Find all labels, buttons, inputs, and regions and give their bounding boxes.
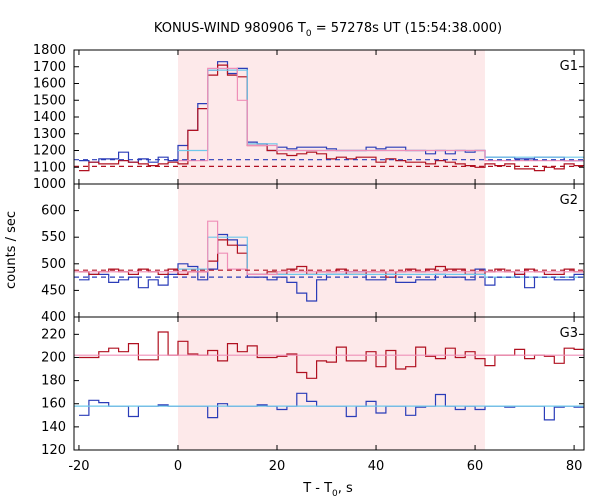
x-axis-label: T - T0, s: [302, 481, 353, 499]
y-tick-label: 140: [41, 420, 66, 435]
panel-label: G1: [560, 59, 578, 74]
shaded-interval: [177, 50, 485, 184]
y-tick-label: 1100: [33, 160, 66, 175]
y-tick-label: 1300: [33, 127, 66, 142]
y-axis-label: counts / sec: [4, 211, 19, 289]
x-tick-label: 40: [368, 459, 385, 474]
panel-frame: [73, 316, 585, 451]
y-tick-label: 1500: [33, 93, 66, 108]
series-red-step: [79, 64, 584, 172]
shaded-interval: [177, 184, 485, 317]
panel-g3: 120 140 160 180 200 220 G3: [41, 316, 585, 458]
panel-label: G2: [560, 193, 578, 208]
y-tick-label: 450: [41, 283, 66, 298]
x-tick-label: 0: [174, 459, 182, 474]
shaded-interval: [177, 317, 485, 450]
x-tick-label: 60: [467, 459, 484, 474]
y-tick-label: 1400: [33, 110, 66, 125]
y-tick-label: 1200: [33, 144, 66, 159]
series-pink-step: [74, 220, 584, 275]
y-tick-label: 200: [41, 350, 66, 365]
panel-g2: 400 450 500 550 600 G2: [41, 183, 585, 325]
y-tick-label: 1000: [33, 177, 66, 192]
panel-label: G3: [560, 326, 578, 341]
chart-title: KONUS-WIND 980906 T0 = 57278s UT (15:54:…: [154, 21, 502, 39]
series-blue-step: [79, 233, 584, 302]
y-tick-label: 1600: [33, 77, 66, 92]
x-tick-label: -20: [68, 459, 89, 474]
panels-group: 100011001200130014001500160017001800G140…: [33, 43, 585, 474]
y-tick-label: 120: [41, 443, 66, 458]
y-tick-label: 180: [41, 374, 66, 389]
y-tick-label: 1700: [33, 60, 66, 75]
y-tick-label: 220: [41, 327, 66, 342]
y-tick-label: 550: [41, 230, 66, 245]
y-tick-label: 400: [41, 310, 66, 325]
y-tick-label: 160: [41, 397, 66, 412]
y-tick-label: 1800: [33, 43, 66, 58]
series-pink-step: [178, 67, 584, 162]
x-tick-label: 20: [269, 459, 286, 474]
y-tick-label: 600: [41, 204, 66, 219]
x-tick-label: 80: [566, 459, 583, 474]
y-tick-label: 500: [41, 257, 66, 272]
